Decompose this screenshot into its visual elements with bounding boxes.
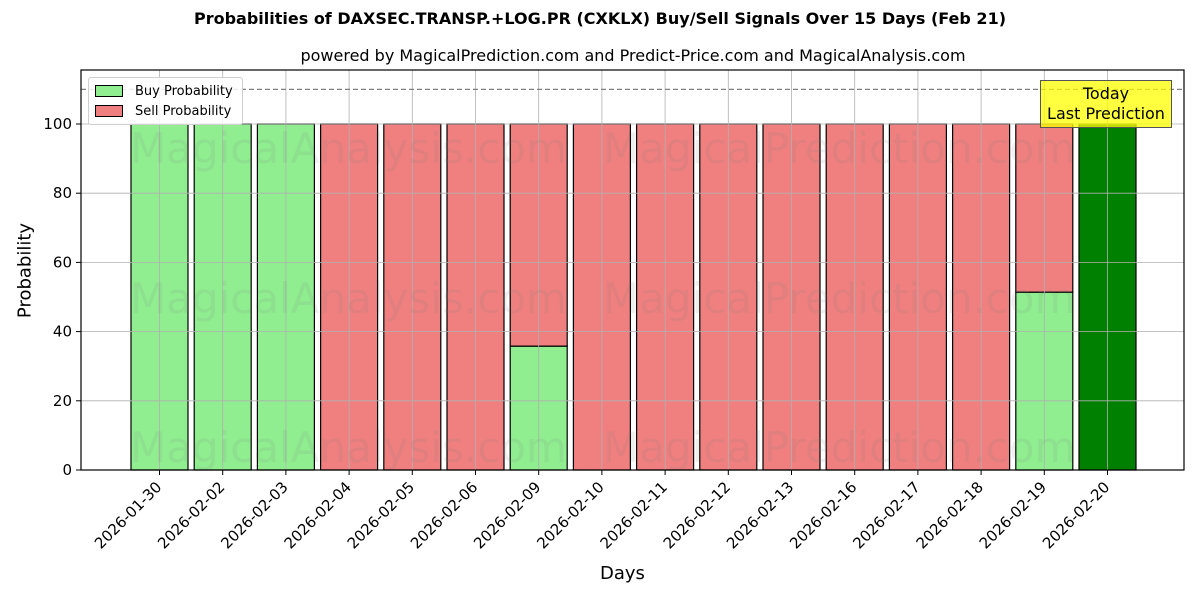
x-axis: 2026-01-302026-02-022026-02-032026-02-04… — [91, 470, 1113, 552]
chart-subtitle: powered by MagicalPrediction.com and Pre… — [300, 46, 966, 65]
x-tick-label: 2026-02-05 — [344, 478, 418, 552]
x-tick-label: 2026-02-09 — [470, 478, 544, 552]
chart-legend: Buy Probability Sell Probability — [88, 77, 243, 125]
legend-item-sell: Sell Probability — [95, 102, 231, 120]
x-tick-label: 2026-02-18 — [913, 478, 987, 552]
x-tick-label: 2026-02-11 — [597, 478, 671, 552]
today-annotation: Today Last Prediction — [1040, 80, 1172, 128]
x-tick-label: 2026-02-10 — [533, 478, 607, 552]
buy-swatch-icon — [95, 85, 123, 97]
svg-text:MagicalAnalysis.com: MagicalAnalysis.com — [130, 124, 567, 173]
x-tick-label: 2026-02-04 — [281, 478, 355, 552]
svg-text:MagicalPrediction.com: MagicalPrediction.com — [603, 423, 1076, 472]
legend-buy-label: Buy Probability — [135, 83, 233, 99]
x-tick-label: 2026-02-16 — [786, 478, 860, 552]
y-tick-label: 100 — [43, 115, 72, 133]
watermarks: MagicalAnalysis.com MagicalPrediction.com… — [130, 124, 1076, 472]
y-axis-label: Probability — [14, 222, 36, 319]
x-tick-label: 2026-02-13 — [723, 478, 797, 552]
x-tick-label: 2026-02-06 — [407, 478, 481, 552]
x-tick-label: 2026-02-19 — [976, 478, 1050, 552]
legend-item-buy: Buy Probability — [95, 82, 233, 100]
sell-swatch-icon — [95, 105, 123, 117]
svg-text:MagicalPrediction.com: MagicalPrediction.com — [603, 274, 1076, 323]
legend-sell-label: Sell Probability — [135, 103, 232, 119]
chart-title: Probabilities of DAXSEC.TRANSP.+LOG.PR (… — [193, 9, 1007, 28]
y-tick-label: 20 — [53, 392, 72, 410]
x-tick-label: 2026-01-30 — [91, 478, 165, 552]
y-tick-label: 0 — [62, 461, 72, 479]
x-tick-label: 2026-02-17 — [849, 478, 923, 552]
x-tick-label: 2026-02-03 — [217, 478, 291, 552]
today-annotation-line2: Last Prediction — [1047, 104, 1165, 123]
svg-text:MagicalAnalysis.com: MagicalAnalysis.com — [130, 423, 567, 472]
svg-text:MagicalPrediction.com: MagicalPrediction.com — [603, 124, 1076, 173]
x-tick-label: 2026-02-02 — [154, 478, 228, 552]
y-tick-label: 40 — [53, 323, 72, 341]
y-tick-label: 80 — [53, 184, 72, 202]
today-annotation-line1: Today — [1082, 84, 1130, 103]
x-axis-label: Days — [600, 563, 645, 584]
plot-frame — [80, 69, 1185, 471]
y-tick-label: 60 — [53, 253, 72, 271]
x-tick-label: 2026-02-20 — [1039, 478, 1113, 552]
svg-text:MagicalAnalysis.com: MagicalAnalysis.com — [130, 274, 567, 323]
x-tick-label: 2026-02-12 — [660, 478, 734, 552]
y-axis: 0 20 40 60 80 100 — [43, 115, 81, 479]
grid — [81, 70, 1184, 470]
